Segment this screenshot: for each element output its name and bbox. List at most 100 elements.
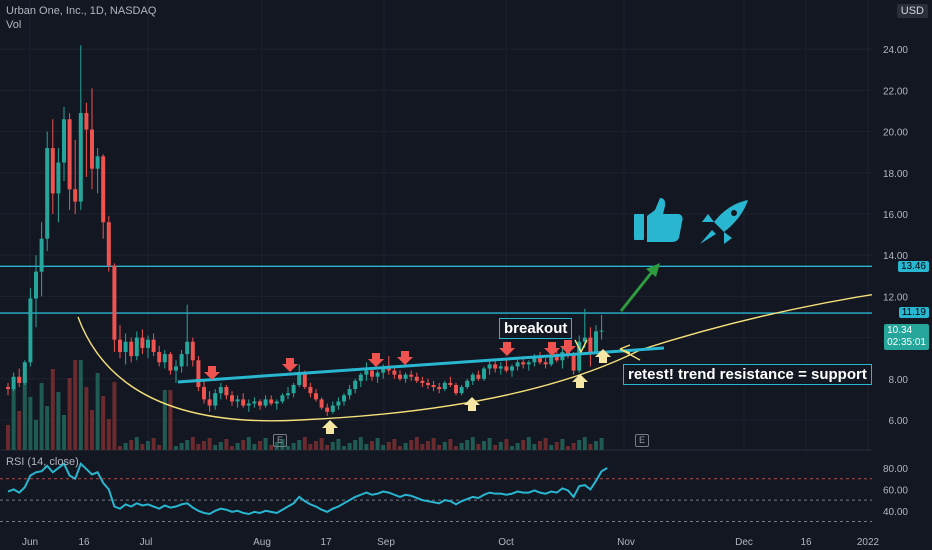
candle-body [218,387,223,394]
volume-bar [190,437,195,450]
volume-bar [269,445,274,450]
volume-bar [594,441,598,450]
candle-body [465,380,470,388]
volume-bar [146,441,150,450]
candle-body [538,358,542,363]
candle-body [50,148,55,194]
candle-body [515,362,520,367]
volume-bar [157,445,162,450]
time-tick-label: 17 [320,537,332,548]
candle-body [398,374,402,379]
candle-body [448,382,453,385]
volume-bar [442,442,447,450]
volume-bar [106,419,111,450]
volume-bar [420,444,425,450]
candle-body [342,395,346,402]
down-arrow-icon [204,366,220,380]
candle-body [101,156,106,223]
volume-label: Vol [6,19,22,31]
volume-bar [342,446,346,450]
rsi-panel [0,452,872,530]
candle-body [504,366,509,371]
volume-bar [599,438,604,450]
bar-countdown: 02:35:01 [887,337,926,348]
volume-bar [286,446,290,450]
candle-body [78,113,83,202]
volume-bar [67,378,72,450]
volume-bar [336,439,341,450]
earnings-badge[interactable]: E [273,434,287,447]
price-tick-label: 16.00 [883,210,908,221]
down-arrow-icon [499,342,515,356]
candle-body [291,384,296,394]
volume-bar [6,425,10,450]
candle-body [409,374,414,377]
time-tick-label: Nov [617,537,635,548]
volume-bar [465,440,470,450]
volume-bar [358,437,363,450]
volume-bar [330,442,335,450]
volume-bar [308,444,313,450]
volume-bar [280,439,285,450]
icons [634,198,748,244]
candle-body [431,384,436,388]
candle-body [95,156,100,169]
candle-body [67,119,72,190]
candles [6,45,604,416]
price-tick-label: 24.00 [883,45,908,56]
down-arrow-icon [368,353,384,367]
candle-body [420,380,425,383]
volume-bar [571,443,576,450]
candle-body [308,387,313,394]
volume-bar [493,445,498,450]
candle-body [521,362,526,365]
candle-body [252,401,257,404]
trend-resistance-line [177,346,665,384]
volume-bar [470,437,475,450]
time-tick-label: 16 [78,537,90,548]
down-arrow-icon [560,340,576,354]
candle-body [414,376,419,381]
cup-curve-line [77,285,932,422]
rsi-tick-label: 40.00 [883,507,908,518]
target-arrow-head [646,263,660,277]
up-arrow-icon [322,420,338,434]
breakout-annotation[interactable]: breakout [499,318,573,339]
volume-bar [252,444,257,450]
price-tick-label: 14.00 [883,251,908,262]
candle-body [168,354,173,371]
volume-bar [11,388,16,450]
candle-body [543,362,548,365]
horizontal-levels [0,265,872,314]
volume-bar [168,390,173,450]
candle-body [274,401,279,404]
volume-bar [353,440,358,450]
volume-bar [162,390,167,450]
candle-body [151,339,156,353]
breakout-pointer [574,339,588,354]
volume-bar [291,443,296,450]
volume-bar [437,445,442,450]
candle-body [269,399,274,404]
candle-body [526,362,531,365]
volume-bar [174,446,178,450]
candle-body [403,374,408,379]
level-low-tag: 11.19 [898,307,929,318]
volume-bar [370,441,374,450]
earnings-badge[interactable]: E [635,434,649,447]
volume-bar [314,441,318,450]
time-tick-label: 16 [800,537,812,548]
level-high-tag: 13.46 [897,261,929,272]
volume-bar [230,446,234,450]
candle-body [123,341,128,353]
candle-body [470,374,475,381]
currency-badge[interactable]: USD [896,4,928,18]
volume-bar [566,446,570,450]
retest-annotation[interactable]: retest! trend resistance = support [623,364,872,385]
candle-body [510,366,514,371]
last-price: 10.34 [887,325,913,336]
price-tick-label: 12.00 [883,292,908,303]
volume-bar [431,438,436,450]
time-tick-label: Aug [253,537,271,548]
